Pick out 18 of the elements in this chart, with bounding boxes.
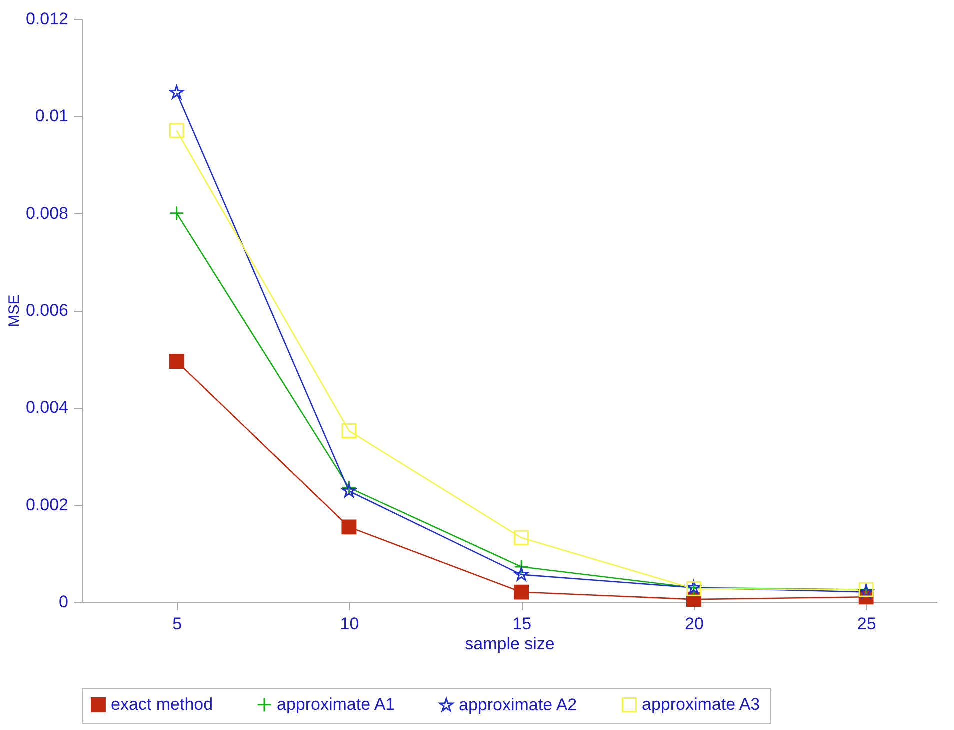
x-tick-label: 5 (172, 614, 182, 634)
legend-label: approximate A1 (277, 694, 396, 714)
x-tick-label: 20 (684, 614, 704, 634)
x-tick-label: 10 (340, 614, 360, 634)
legend-label: approximate A3 (642, 694, 760, 714)
y-tick-label: 0 (59, 592, 68, 612)
legend-label: exact method (111, 694, 214, 714)
legend-label: approximate A2 (459, 696, 578, 715)
y-axis-title: MSE (6, 294, 23, 328)
y-tick-label: 0.012 (26, 10, 68, 28)
x-tick-label: 15 (512, 614, 532, 634)
x-axis-title: sample size (465, 634, 555, 654)
y-tick-label: 0.01 (35, 106, 68, 126)
y-tick-label: 0.008 (26, 204, 68, 223)
y-tick-label: 0.002 (26, 495, 68, 514)
x-tick-label: 25 (857, 614, 876, 634)
y-tick-label: 0.006 (26, 301, 68, 320)
y-tick-label: 0.004 (26, 398, 68, 418)
